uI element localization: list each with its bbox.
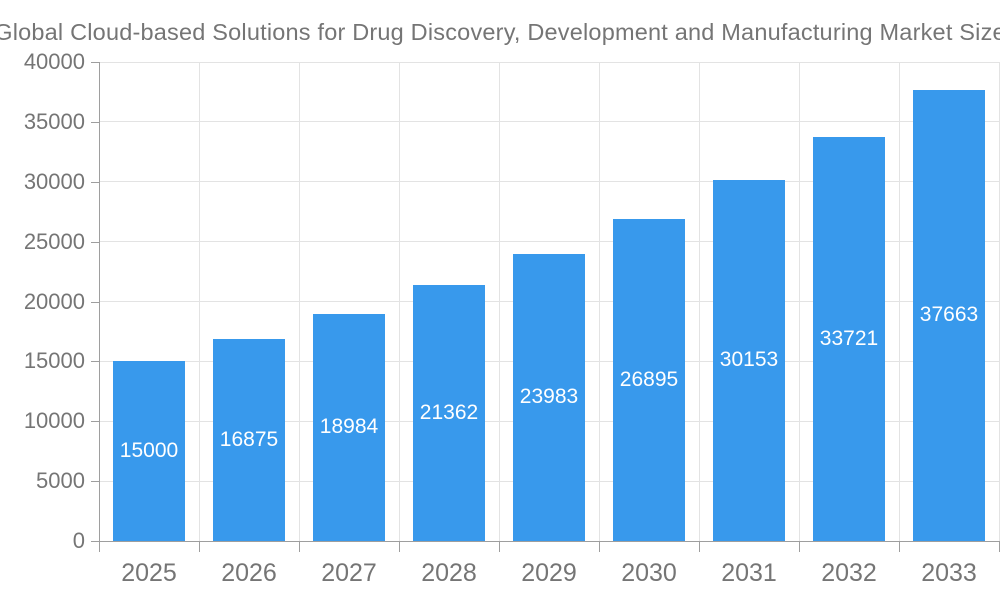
x-axis-tick: [199, 542, 200, 552]
bar-value-label: 15000: [119, 439, 179, 463]
x-axis-tick: [299, 542, 300, 552]
y-axis-line: [99, 62, 100, 542]
bar-value-label: 26895: [619, 367, 679, 391]
x-tick-label: 2031: [721, 559, 777, 587]
y-axis-tick: [91, 181, 99, 183]
y-tick-label: 10000: [23, 408, 85, 434]
x-tick-label: 2033: [921, 559, 977, 587]
y-axis-tick: [91, 541, 99, 542]
bar-value-label: 16875: [219, 427, 279, 451]
vertical-gridline: [499, 62, 500, 541]
bar-value-label: 23983: [519, 385, 579, 409]
bar: [213, 338, 285, 541]
y-axis-tick: [91, 62, 99, 63]
y-tick-label: 25000: [23, 228, 85, 254]
chart-title-wrap: Global Cloud-based Solutions for Drug Di…: [0, 19, 1000, 46]
bar: [913, 89, 985, 541]
bar-value-label: 21362: [419, 401, 479, 425]
vertical-gridline: [799, 62, 800, 541]
vertical-gridline: [399, 62, 400, 541]
y-axis-tick: [91, 481, 99, 483]
bar-value-label: 37663: [919, 303, 979, 327]
chart-title: Global Cloud-based Solutions for Drug Di…: [0, 19, 1000, 45]
x-axis-tick: [699, 542, 700, 552]
x-axis-tick: [399, 542, 400, 552]
x-axis-line: [99, 541, 1000, 542]
bar: [113, 361, 185, 541]
x-axis-tick: [899, 542, 900, 552]
y-tick-label: 20000: [23, 288, 85, 314]
y-tick-label: 35000: [23, 108, 85, 134]
vertical-gridline: [599, 62, 600, 541]
x-tick-label: 2028: [421, 559, 477, 587]
y-axis-tick: [91, 421, 99, 423]
y-axis-tick: [91, 301, 99, 303]
x-tick-label: 2030: [621, 559, 677, 587]
x-tick-label: 2027: [321, 559, 377, 587]
bar: [613, 218, 685, 541]
vertical-gridline: [699, 62, 700, 541]
bar: [813, 137, 885, 541]
y-tick-label: 15000: [23, 348, 85, 374]
bar: [313, 313, 385, 541]
y-axis-tick: [91, 241, 99, 243]
y-tick-label: 30000: [23, 168, 85, 194]
x-axis-tick: [499, 542, 500, 552]
vertical-gridline: [199, 62, 200, 541]
y-axis-tick: [91, 121, 99, 123]
x-tick-label: 2026: [221, 559, 277, 587]
y-tick-label: 40000: [23, 49, 85, 74]
x-axis-tick: [99, 542, 100, 552]
horizontal-gridline: [99, 241, 1000, 243]
y-axis-tick: [91, 361, 99, 363]
x-tick-label: 2032: [821, 559, 877, 587]
x-tick-label: 2029: [521, 559, 577, 587]
bar-value-label: 18984: [319, 415, 379, 439]
bar: [413, 285, 485, 541]
bar: [513, 253, 585, 541]
vertical-gridline: [899, 62, 900, 541]
horizontal-gridline: [99, 181, 1000, 183]
bar-value-label: 30153: [719, 348, 779, 372]
horizontal-gridline: [99, 121, 1000, 123]
x-axis-tick: [799, 542, 800, 552]
bar: [713, 179, 785, 541]
x-tick-label: 2025: [121, 559, 177, 587]
y-tick-label: 0: [72, 528, 85, 553]
x-axis-tick: [599, 542, 600, 552]
y-tick-label: 5000: [36, 468, 85, 494]
horizontal-gridline: [99, 61, 1000, 63]
vertical-gridline: [299, 62, 300, 541]
bar-value-label: 33721: [819, 327, 879, 351]
